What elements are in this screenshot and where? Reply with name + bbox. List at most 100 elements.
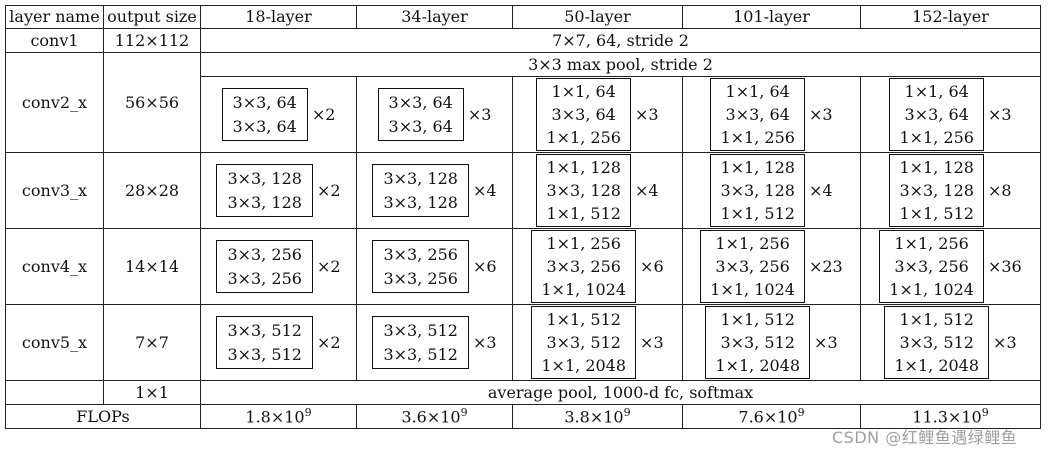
output-size-cell: 28×28 [103, 152, 201, 229]
block-multiplier: ×4 [634, 180, 659, 200]
block-line: 3×3, 512 [720, 332, 795, 352]
residual-block: 1×1, 128 3×3, 128 1×1, 512 ×4 [536, 153, 659, 228]
residual-block: 1×1, 128 3×3, 128 1×1, 512 ×4 [710, 153, 833, 228]
residual-block: 1×1, 256 3×3, 256 1×1, 1024 ×6 [531, 229, 664, 304]
block-line: 1×1, 256 [546, 233, 621, 253]
block-bracket: 3×3, 128 3×3, 128 [372, 164, 469, 217]
block-line: 3×3, 512 [227, 344, 302, 364]
residual-block: 1×1, 512 3×3, 512 1×1, 2048 ×3 [705, 305, 838, 380]
block-line: 1×1, 64 [725, 81, 790, 101]
output-size-cell: 7×7 [103, 304, 201, 381]
conv3-row: conv3_x 28×28 3×3, 128 3×3, 128 ×2 3×3, 128… [5, 152, 1041, 229]
block-bracket: 3×3, 256 3×3, 256 [372, 240, 469, 293]
header-cell: 34-layer [356, 5, 513, 29]
block-line: 3×3, 64 [388, 116, 453, 136]
block-bracket: 1×1, 512 3×3, 512 1×1, 2048 [705, 305, 811, 380]
block-bracket: 3×3, 512 3×3, 512 [372, 316, 469, 369]
output-size-cell: 112×112 [103, 28, 201, 53]
layer-name-cell: conv1 [5, 28, 104, 53]
block-cell: 1×1, 128 3×3, 128 1×1, 512 ×4 [682, 152, 861, 229]
flops-times: ×10 [589, 406, 624, 426]
max-pool-cell: 3×3 max pool, stride 2 [200, 52, 1041, 77]
block-line: 3×3, 128 [383, 192, 458, 212]
block-line: 3×3, 128 [227, 169, 302, 189]
residual-block: 1×1, 128 3×3, 128 1×1, 512 ×8 [889, 153, 1012, 228]
block-line: 1×1, 64 [551, 81, 616, 101]
block-line: 3×3, 64 [904, 104, 969, 124]
block-line: 1×1, 2048 [715, 356, 801, 376]
block-line: 1×1, 64 [904, 81, 969, 101]
block-cell: 1×1, 256 3×3, 256 1×1, 1024 ×36 [860, 228, 1041, 305]
block-line: 3×3, 256 [894, 256, 969, 276]
residual-block: 3×3, 64 3×3, 64 ×3 [377, 88, 491, 141]
flops-mantissa: 11.3 [912, 406, 948, 426]
block-line: 1×1, 1024 [710, 280, 795, 300]
layer-name-cell: conv4_x [5, 228, 104, 305]
block-line: 1×1, 1024 [541, 280, 627, 300]
block-multiplier: ×3 [472, 332, 497, 352]
residual-block: 1×1, 256 3×3, 256 1×1, 1024 ×23 [700, 229, 843, 304]
block-multiplier: ×6 [640, 256, 664, 276]
flops-label-cell: FLOPs [5, 404, 201, 429]
residual-block: 1×1, 64 3×3, 64 1×1, 256 ×3 [536, 77, 659, 152]
block-multiplier: ×36 [987, 256, 1022, 276]
block-cell: 1×1, 64 3×3, 64 1×1, 256 ×3 [512, 76, 683, 153]
conv5-row: conv5_x 7×7 3×3, 512 3×3, 512 ×2 3×3, 512 3×… [5, 304, 1041, 381]
residual-block: 1×1, 64 3×3, 64 1×1, 256 ×3 [710, 77, 833, 152]
block-cell: 1×1, 512 3×3, 512 1×1, 2048 ×3 [682, 304, 861, 381]
block-line: 1×1, 256 [715, 233, 790, 253]
block-line: 1×1, 256 [894, 233, 969, 253]
block-cell: 1×1, 128 3×3, 128 1×1, 512 ×8 [860, 152, 1041, 229]
block-bracket: 1×1, 64 3×3, 64 1×1, 256 [889, 77, 984, 152]
block-cell: 3×3, 128 3×3, 128 ×4 [356, 152, 513, 229]
block-multiplier: ×2 [316, 256, 341, 276]
conv2-blocks-row: 3×3, 64 3×3, 64 ×2 3×3, 64 3×3, 64 ×3 1×1, 64 3… [6, 76, 1041, 153]
block-bracket: 1×1, 256 3×3, 256 1×1, 1024 [531, 229, 637, 304]
block-cell: 3×3, 256 3×3, 256 ×2 [200, 228, 357, 305]
residual-block: 1×1, 64 3×3, 64 1×1, 256 ×3 [889, 77, 1012, 152]
header-cell: 101-layer [682, 5, 861, 29]
output-size-cell: 14×14 [103, 228, 201, 305]
block-bracket: 1×1, 512 3×3, 512 1×1, 2048 [884, 305, 990, 380]
block-multiplier: ×4 [808, 180, 833, 200]
block-line: 1×1, 512 [720, 204, 795, 224]
block-line: 1×1, 1024 [889, 280, 974, 300]
block-line: 3×3, 128 [227, 192, 302, 212]
residual-block: 3×3, 128 3×3, 128 ×4 [372, 164, 497, 217]
residual-block: 3×3, 512 3×3, 512 ×3 [372, 316, 497, 369]
block-bracket: 1×1, 128 3×3, 128 1×1, 512 [710, 153, 805, 228]
block-multiplier: ×3 [993, 332, 1017, 352]
block-line: 1×1, 512 [546, 204, 621, 224]
layer-name-cell [5, 380, 104, 405]
output-size-cell: 56×56 [103, 52, 201, 153]
block-cell: 1×1, 512 3×3, 512 1×1, 2048 ×3 [512, 304, 683, 381]
block-multiplier: ×2 [316, 180, 341, 200]
flops-row: FLOPs 1.8×109 3.6×109 3.8×109 7.6×109 11.3×1… [5, 404, 1041, 429]
conv1-row: conv1 112×112 7×7, 64, stride 2 [5, 28, 1041, 53]
block-cell: 3×3, 256 3×3, 256 ×6 [356, 228, 513, 305]
block-line: 3×3, 256 [227, 268, 302, 288]
flops-times: ×10 [947, 406, 982, 426]
header-row: layer name output size 18-layer 34-layer… [5, 5, 1041, 29]
block-line: 3×3, 256 [383, 245, 458, 265]
block-bracket: 1×1, 64 3×3, 64 1×1, 256 [710, 77, 805, 152]
block-bracket: 1×1, 64 3×3, 64 1×1, 256 [536, 77, 631, 152]
flops-times: ×10 [763, 406, 798, 426]
block-line: 3×3, 128 [383, 169, 458, 189]
layer-name-cell: conv5_x [5, 304, 104, 381]
layer-name-cell: conv3_x [5, 152, 104, 229]
residual-block: 3×3, 256 3×3, 256 ×6 [372, 240, 497, 293]
conv1-spec-cell: 7×7, 64, stride 2 [200, 28, 1041, 53]
block-multiplier: ×2 [316, 332, 341, 352]
block-line: 1×1, 256 [899, 128, 974, 148]
block-cell: 3×3, 128 3×3, 128 ×2 [200, 152, 357, 229]
block-cell: 1×1, 64 3×3, 64 1×1, 256 ×3 [682, 76, 861, 153]
flops-exponent: 9 [304, 405, 312, 419]
resnet-architecture-table: layer name output size 18-layer 34-layer… [5, 5, 1041, 429]
final-row: 1×1 average pool, 1000-d fc, softmax [5, 380, 1041, 405]
block-multiplier: ×3 [808, 104, 833, 124]
block-line: 1×1, 256 [720, 128, 795, 148]
block-line: 1×1, 128 [720, 157, 795, 177]
flops-value-cell: 3.8×109 [512, 404, 683, 429]
flops-value-cell: 11.3×109 [860, 404, 1041, 429]
